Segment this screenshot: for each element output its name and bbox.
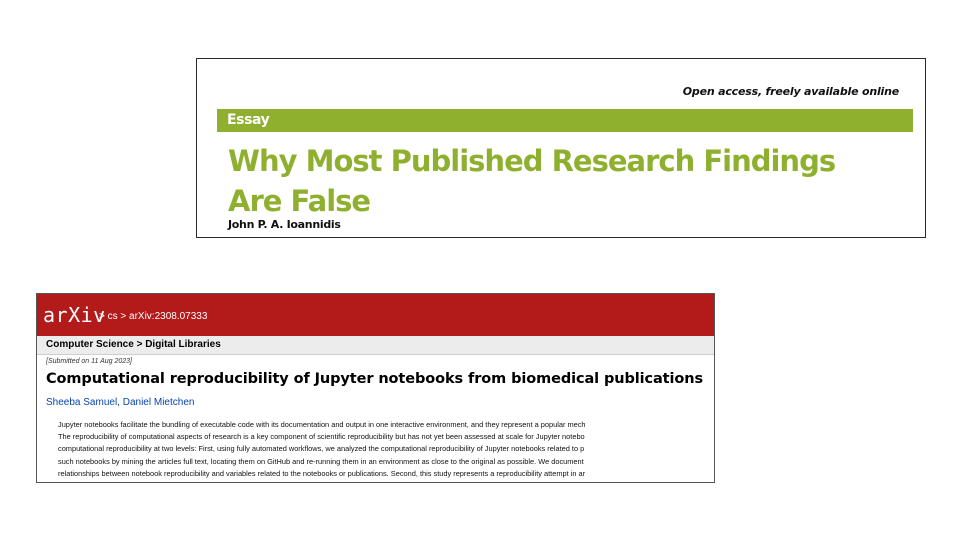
essay-author: John P. A. Ioannidis bbox=[228, 218, 341, 231]
submission-date: [Submitted on 11 Aug 2023] bbox=[46, 358, 133, 365]
essay-header-card: Open access, freely available online Ess… bbox=[196, 58, 926, 238]
abstract-line: The reproducibility of computational asp… bbox=[58, 432, 585, 442]
abstract-line: relationships between notebook reproduci… bbox=[58, 468, 586, 478]
author-list: Sheeba Samuel, Daniel Mietchen bbox=[46, 397, 194, 408]
essay-title: Why Most Published Research Findings Are… bbox=[228, 144, 836, 218]
author-link[interactable]: Daniel Mietchen bbox=[122, 397, 195, 408]
open-access-label: Open access, freely available online bbox=[682, 85, 899, 98]
author-separator: , bbox=[117, 397, 123, 408]
author-link[interactable]: Sheeba Samuel bbox=[46, 397, 118, 408]
arxiv-logo[interactable]: arXiv bbox=[43, 303, 106, 327]
subject-bar: Computer Science > Digital Libraries bbox=[37, 336, 714, 355]
breadcrumb[interactable]: > cs > arXiv:2308.07333 bbox=[99, 311, 208, 322]
essay-section-label: Essay bbox=[227, 112, 270, 128]
arxiv-header-bar: arXiv > cs > arXiv:2308.07333 bbox=[37, 294, 714, 336]
paper-title: Computational reproducibility of Jupyter… bbox=[46, 371, 703, 387]
essay-section-bar: Essay bbox=[217, 109, 913, 132]
abstract-line: such notebooks by mining the articles fu… bbox=[58, 456, 584, 466]
abstract-line: computational reproducibility at two lev… bbox=[58, 444, 585, 454]
abstract: Jupyter notebooks facilitate the bundlin… bbox=[58, 419, 714, 480]
abstract-line: Jupyter notebooks facilitate the bundlin… bbox=[58, 420, 586, 429]
arxiv-page-screenshot: arXiv > cs > arXiv:2308.07333 Computer S… bbox=[36, 293, 715, 483]
subject-label: Computer Science > Digital Libraries bbox=[46, 339, 221, 350]
